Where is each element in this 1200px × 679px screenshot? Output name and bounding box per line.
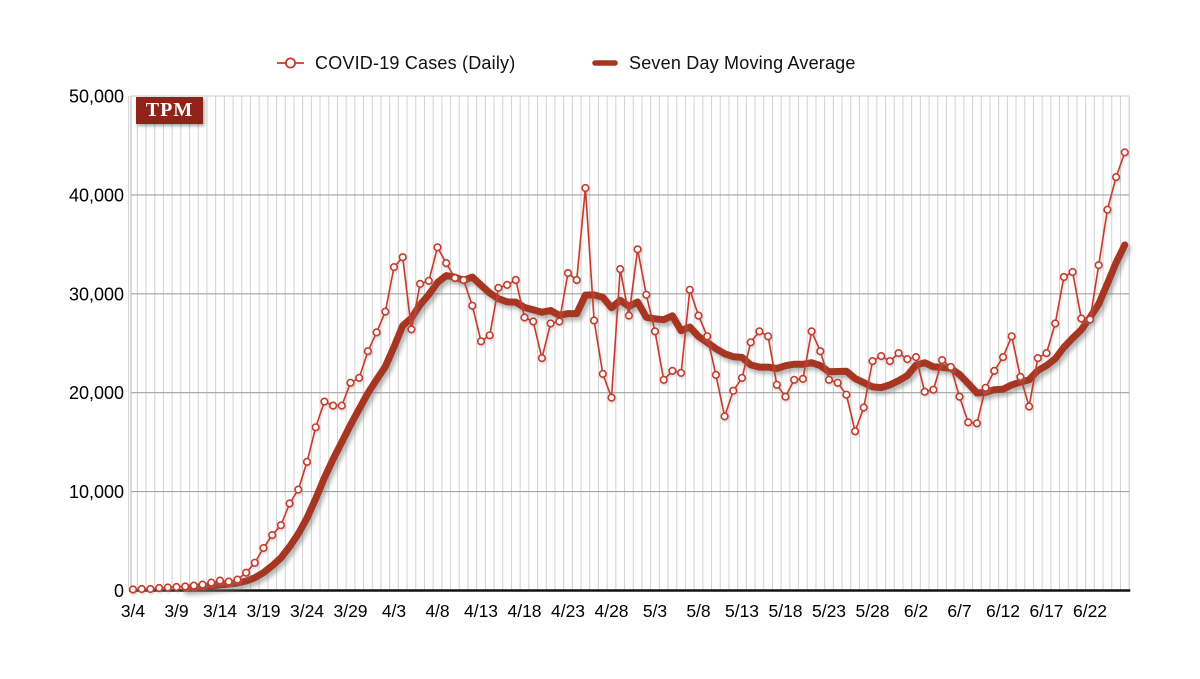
svg-text:30,000: 30,000 <box>69 284 124 304</box>
svg-text:5/8: 5/8 <box>686 601 710 621</box>
vertical-gridlines <box>128 96 1130 591</box>
svg-text:3/29: 3/29 <box>333 601 367 621</box>
svg-text:4/8: 4/8 <box>425 601 449 621</box>
tpm-logo: TPM <box>136 97 203 124</box>
svg-text:4/23: 4/23 <box>551 601 585 621</box>
svg-text:6/12: 6/12 <box>986 601 1020 621</box>
svg-text:3/24: 3/24 <box>290 601 324 621</box>
svg-text:4/18: 4/18 <box>507 601 541 621</box>
svg-text:50,000: 50,000 <box>69 87 124 107</box>
svg-text:3/19: 3/19 <box>246 601 280 621</box>
svg-text:5/18: 5/18 <box>768 601 802 621</box>
svg-text:3/14: 3/14 <box>203 601 237 621</box>
svg-text:3/4: 3/4 <box>121 601 146 621</box>
svg-text:4/13: 4/13 <box>464 601 498 621</box>
svg-text:6/17: 6/17 <box>1029 601 1063 621</box>
svg-text:6/7: 6/7 <box>947 601 971 621</box>
svg-text:4/28: 4/28 <box>594 601 628 621</box>
svg-text:5/23: 5/23 <box>812 601 846 621</box>
y-tick-labels: 0 10,000 20,000 30,000 40,000 50,000 <box>69 87 124 602</box>
svg-text:20,000: 20,000 <box>69 383 124 403</box>
svg-text:40,000: 40,000 <box>69 185 124 205</box>
moving-average-series <box>181 241 1129 592</box>
daily-cases-series <box>128 148 1129 594</box>
svg-text:10,000: 10,000 <box>69 482 124 502</box>
svg-text:6/2: 6/2 <box>904 601 928 621</box>
svg-text:5/13: 5/13 <box>725 601 759 621</box>
svg-text:5/3: 5/3 <box>643 601 667 621</box>
svg-text:0: 0 <box>114 581 124 601</box>
svg-text:6/22: 6/22 <box>1073 601 1107 621</box>
svg-text:5/28: 5/28 <box>855 601 889 621</box>
svg-text:4/3: 4/3 <box>382 601 406 621</box>
x-tick-labels: 3/4 3/9 3/14 3/19 3/24 3/29 4/3 4/8 4/13 4/18 4/23… <box>121 601 1107 621</box>
horizontal-gridlines <box>131 95 1130 493</box>
svg-text:3/9: 3/9 <box>164 601 188 621</box>
